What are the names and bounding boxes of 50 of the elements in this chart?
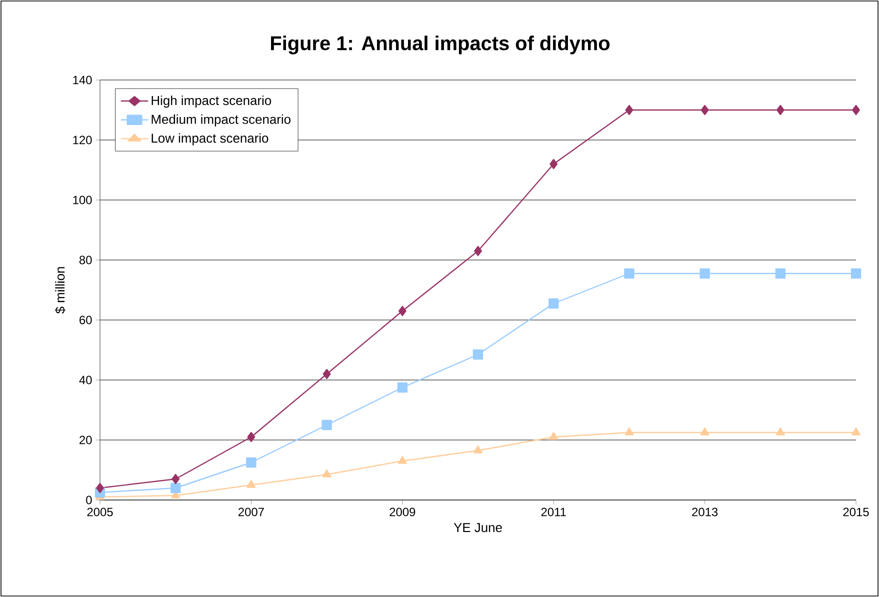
x-tick-label: 2007	[238, 508, 264, 516]
point	[775, 268, 786, 279]
y-tick-label: 60	[80, 316, 92, 324]
legend-label: Low impact scenario	[152, 133, 268, 146]
point	[397, 382, 408, 393]
point	[472, 349, 484, 360]
x-tick-label: 2009	[390, 508, 416, 516]
point	[172, 474, 180, 484]
point	[322, 469, 332, 478]
chart-title: Figure 1: Annual impacts of didymo	[271, 36, 610, 54]
point	[624, 427, 634, 436]
point	[700, 427, 710, 436]
point	[474, 246, 482, 256]
point	[322, 420, 332, 430]
point	[96, 482, 104, 494]
point	[548, 298, 559, 309]
x-tick-label: 2015	[843, 508, 869, 516]
point	[550, 158, 558, 170]
point	[322, 368, 331, 380]
x-axis-title: YE June	[454, 523, 502, 532]
legend-label: High impact scenario	[152, 96, 272, 108]
point	[624, 268, 634, 279]
point	[246, 457, 256, 468]
point	[776, 427, 785, 436]
legend-label: Medium impact scenario	[152, 114, 290, 126]
point	[852, 104, 860, 116]
point	[398, 306, 406, 316]
point	[700, 268, 710, 279]
point	[474, 445, 482, 454]
point	[852, 427, 860, 436]
y-axis-title: $ million	[54, 267, 66, 314]
point	[700, 104, 709, 116]
y-tick-label: 100	[73, 196, 92, 204]
y-tick-label: 0	[86, 496, 92, 504]
y-tick-label: 40	[79, 376, 92, 384]
point	[246, 480, 256, 488]
x-tick-label: 2005	[87, 508, 113, 516]
point	[850, 268, 862, 279]
point	[549, 432, 558, 440]
y-tick-label: 120	[73, 136, 92, 144]
x-tick-label: 2011	[541, 508, 566, 516]
point	[625, 104, 634, 116]
point	[398, 456, 407, 464]
point	[170, 482, 181, 494]
y-tick-label: 20	[80, 436, 92, 444]
point	[776, 104, 784, 116]
x-tick-label: 2013	[692, 508, 718, 516]
y-tick-label: 140	[73, 76, 92, 84]
y-tick-label: 80	[79, 256, 92, 264]
point	[247, 432, 256, 442]
